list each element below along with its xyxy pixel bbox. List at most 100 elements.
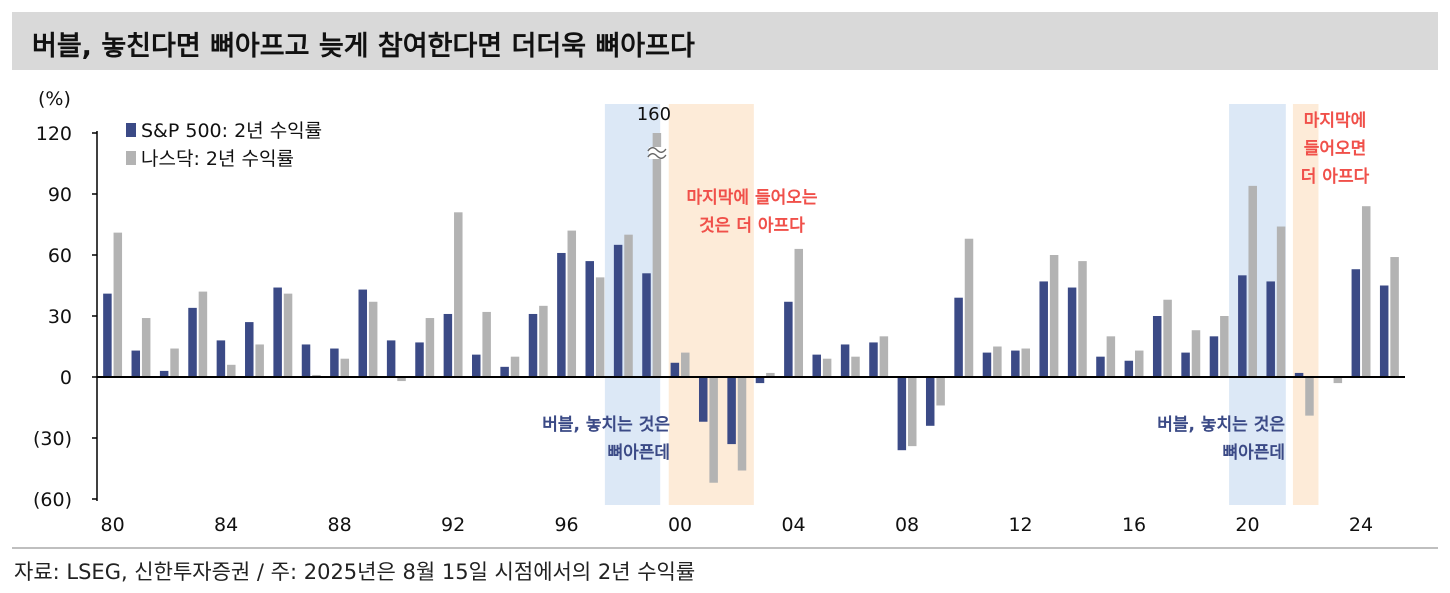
- sp500-bar: [670, 362, 680, 377]
- sp500-bar: [642, 273, 651, 377]
- nasdaq-bar: [964, 238, 974, 377]
- nasdaq-bar: [1390, 257, 1399, 377]
- annotation-text: 버블, 놓치는 것은: [542, 415, 670, 435]
- nasdaq-bar: [1191, 330, 1201, 377]
- nasdaq-bar: [1021, 348, 1030, 377]
- annotation-text: 들어오면: [1304, 139, 1367, 159]
- nasdaq-bar: [709, 377, 718, 483]
- sp500-bar: [1294, 372, 1304, 377]
- y-tick-label: 0: [60, 367, 72, 389]
- sp500-bar: [1152, 316, 1162, 377]
- nasdaq-bar: [624, 234, 633, 377]
- title-bar: 버블, 놓친다면 뼈아프고 늦게 참여한다면 더더욱 뼈아프다: [12, 12, 1438, 70]
- annotation-text: 마지막에 들어오는: [686, 188, 817, 208]
- nasdaq-bar: [1049, 255, 1059, 377]
- sp500-bar: [1181, 352, 1190, 377]
- sp500-bar: [557, 252, 566, 377]
- sp500-bar: [301, 344, 311, 377]
- nasdaq-bar: [851, 356, 860, 377]
- x-tick-label: 08: [895, 514, 919, 536]
- nasdaq-bar: [482, 311, 491, 377]
- sp500-bar: [528, 313, 538, 377]
- nasdaq-bar: [425, 318, 435, 377]
- sp500-bar: [585, 261, 594, 377]
- x-tick-label: 12: [1008, 514, 1032, 536]
- y-tick-label: 120: [36, 123, 72, 145]
- nasdaq-bar: [368, 301, 378, 377]
- annotation-text: 뼈아픈데: [1222, 443, 1285, 463]
- x-tick-label: 92: [441, 514, 465, 536]
- sp500-bar: [1351, 269, 1361, 377]
- sp500-bar: [273, 287, 282, 377]
- sp500-bar: [1124, 360, 1134, 377]
- nasdaq-bar: [595, 277, 605, 377]
- x-tick-label: 80: [101, 514, 125, 536]
- x-tick-label: 96: [554, 514, 578, 536]
- nasdaq-bar: [1248, 185, 1257, 377]
- sp500-bar: [159, 370, 169, 377]
- annotation-text: 뼈아픈데: [607, 443, 670, 463]
- nasdaq-bar: [141, 318, 151, 377]
- nasdaq-bar: [1134, 350, 1144, 377]
- nasdaq-bar: [170, 348, 179, 377]
- nasdaq-bar: [255, 344, 264, 377]
- nasdaq-bar: [737, 377, 747, 471]
- y-unit-label: (%): [38, 88, 71, 110]
- axis-break-gap: [648, 147, 665, 159]
- sp500-bar: [727, 377, 736, 445]
- nasdaq-bar: [283, 293, 293, 377]
- nasdaq-bar: [1333, 377, 1343, 384]
- sp500-bar: [954, 297, 963, 377]
- nasdaq-bar: [879, 336, 889, 377]
- sp500-bar: [784, 301, 793, 377]
- break-value-label: 160: [637, 104, 671, 125]
- sp500-bar: [500, 366, 509, 377]
- chart-title: 버블, 놓친다면 뼈아프고 늦게 참여한다면 더더욱 뼈아프다: [32, 31, 695, 62]
- x-tick-label: 16: [1122, 514, 1146, 536]
- nasdaq-bar: [1361, 206, 1371, 377]
- nasdaq-bar: [312, 374, 321, 377]
- nasdaq-bar: [397, 377, 406, 382]
- x-tick-label: 24: [1349, 514, 1373, 536]
- y-tick-label: (60): [33, 489, 72, 511]
- sp500-bar: [216, 340, 226, 377]
- nasdaq-bar: [510, 356, 520, 377]
- sp500-bar: [869, 342, 878, 377]
- sp500-bar: [472, 354, 481, 377]
- y-tick-label: 90: [48, 184, 72, 206]
- y-tick-label: 30: [48, 306, 72, 328]
- legend-label: S&P 500: 2년 수익률: [141, 120, 322, 142]
- y-tick-label: 60: [48, 245, 72, 267]
- nasdaq-bar: [1078, 261, 1087, 377]
- sp500-bar: [925, 377, 935, 426]
- nasdaq-bar: [113, 232, 123, 377]
- sp500-bar: [1209, 336, 1219, 377]
- sp500-bar: [386, 340, 396, 377]
- sp500-bar: [613, 244, 623, 377]
- shaded-period-orange-3: [1292, 104, 1319, 505]
- nasdaq-bar: [198, 291, 208, 377]
- nasdaq-bar: [681, 352, 690, 377]
- annotation-text: 더 아프다: [1301, 167, 1370, 187]
- nasdaq-bar: [652, 133, 662, 377]
- sp500-bar: [358, 289, 368, 377]
- nasdaq-bar: [822, 358, 832, 377]
- nasdaq-bar: [1220, 316, 1229, 377]
- sp500-bar: [755, 377, 765, 384]
- footer-divider: [12, 547, 1438, 549]
- sp500-bar: [1266, 281, 1275, 377]
- nasdaq-bar: [454, 212, 463, 377]
- sp500-bar: [443, 313, 453, 377]
- nasdaq-bar: [1163, 299, 1172, 377]
- nasdaq-bar: [794, 248, 804, 377]
- nasdaq-bar: [340, 358, 350, 377]
- sp500-bar: [1379, 285, 1389, 377]
- sp500-bar: [1238, 275, 1247, 377]
- sp500-bar: [1039, 281, 1048, 377]
- nasdaq-bar: [227, 364, 236, 377]
- legend-swatch: [126, 151, 136, 165]
- nasdaq-bar: [766, 372, 775, 377]
- x-tick-label: 84: [214, 514, 238, 536]
- nasdaq-bar: [993, 346, 1002, 377]
- annotation-text: 마지막에: [1304, 111, 1367, 131]
